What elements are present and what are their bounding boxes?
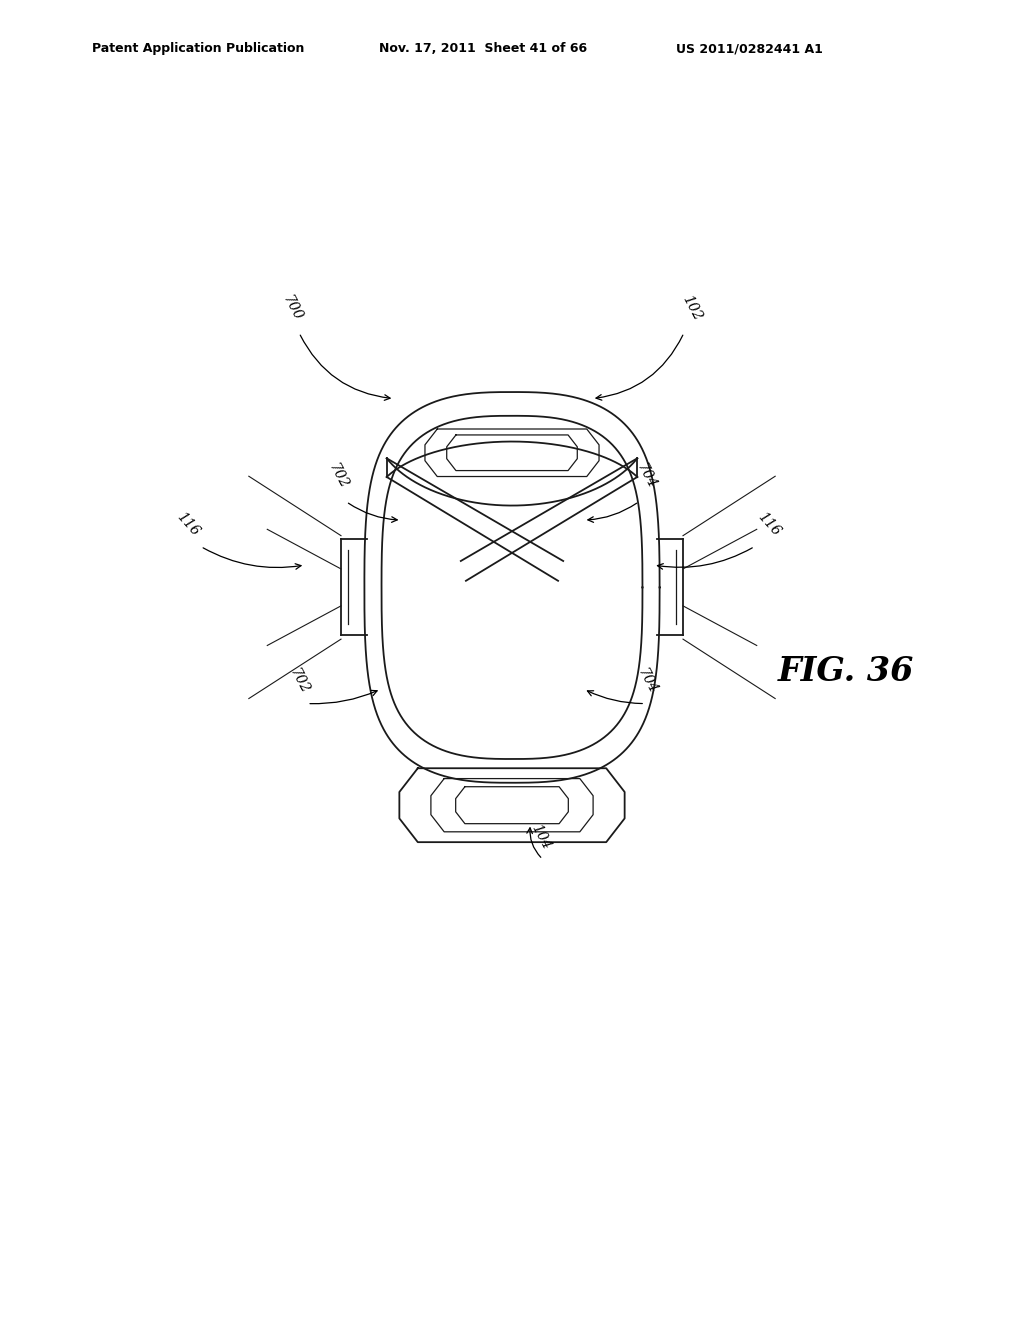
Text: 702: 702 [287, 665, 311, 696]
Text: 700: 700 [280, 292, 304, 322]
Text: US 2011/0282441 A1: US 2011/0282441 A1 [676, 42, 822, 55]
Text: 116: 116 [174, 510, 203, 539]
Text: FIG. 36: FIG. 36 [778, 655, 914, 688]
Text: 104: 104 [528, 821, 553, 851]
Text: 102: 102 [679, 292, 703, 322]
Text: 702: 702 [326, 461, 350, 491]
Text: Patent Application Publication: Patent Application Publication [92, 42, 304, 55]
Text: 704: 704 [635, 665, 659, 696]
Text: Nov. 17, 2011  Sheet 41 of 66: Nov. 17, 2011 Sheet 41 of 66 [379, 42, 587, 55]
Text: 116: 116 [755, 510, 783, 539]
Text: 704: 704 [634, 461, 658, 491]
